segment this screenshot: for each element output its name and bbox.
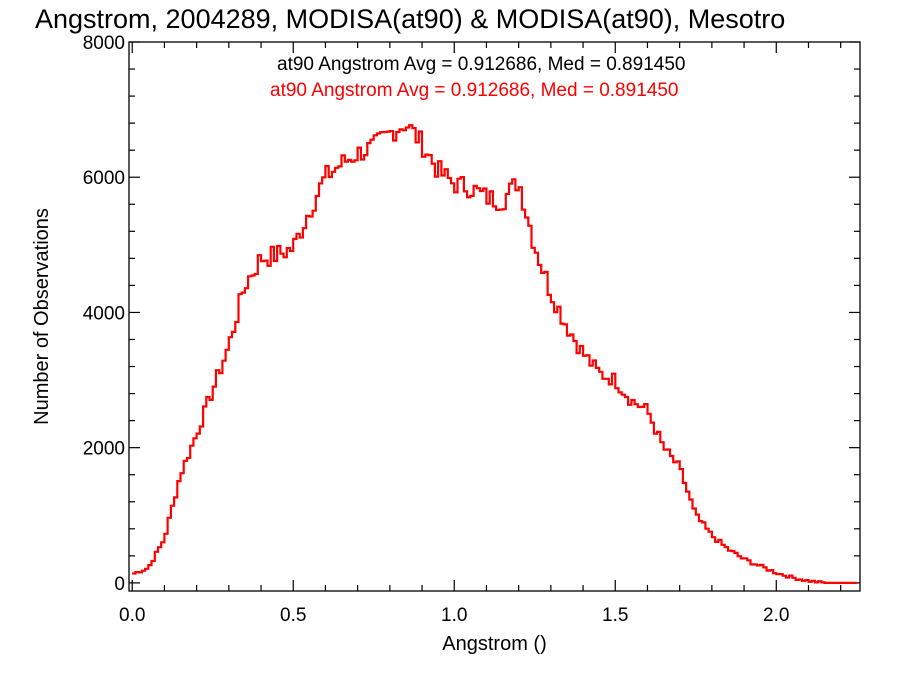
y-tick-label: 0 bbox=[114, 574, 125, 595]
x-tick-label: 2.0 bbox=[763, 605, 789, 626]
stat-annotation-red: at90 Angstrom Avg = 0.912686, Med = 0.89… bbox=[270, 80, 678, 101]
y-tick-label: 4000 bbox=[83, 303, 125, 324]
y-tick-label: 6000 bbox=[83, 168, 125, 189]
y-tick-label: 8000 bbox=[83, 33, 125, 54]
x-tick-label: 1.5 bbox=[602, 605, 628, 626]
x-tick-label: 0.5 bbox=[280, 605, 306, 626]
y-tick-label: 2000 bbox=[83, 439, 125, 460]
series-line bbox=[132, 124, 857, 584]
stat-annotation-black: at90 Angstrom Avg = 0.912686, Med = 0.89… bbox=[277, 54, 685, 75]
x-axis-label: Angstrom () bbox=[442, 633, 546, 655]
y-axis-label: Number of Observations bbox=[31, 208, 53, 425]
ticks-layer bbox=[129, 41, 860, 591]
plot-frame bbox=[128, 41, 861, 592]
chart-title: Angstrom, 2004289, MODISA(at90) & MODISA… bbox=[35, 4, 785, 34]
x-tick-label: 1.0 bbox=[441, 605, 467, 626]
x-tick-label: 0.0 bbox=[119, 605, 145, 626]
tick-labels-layer: 0.0 0.5 1.0 1.5 2.0 0 2000 4000 6000 8000 bbox=[83, 33, 790, 626]
